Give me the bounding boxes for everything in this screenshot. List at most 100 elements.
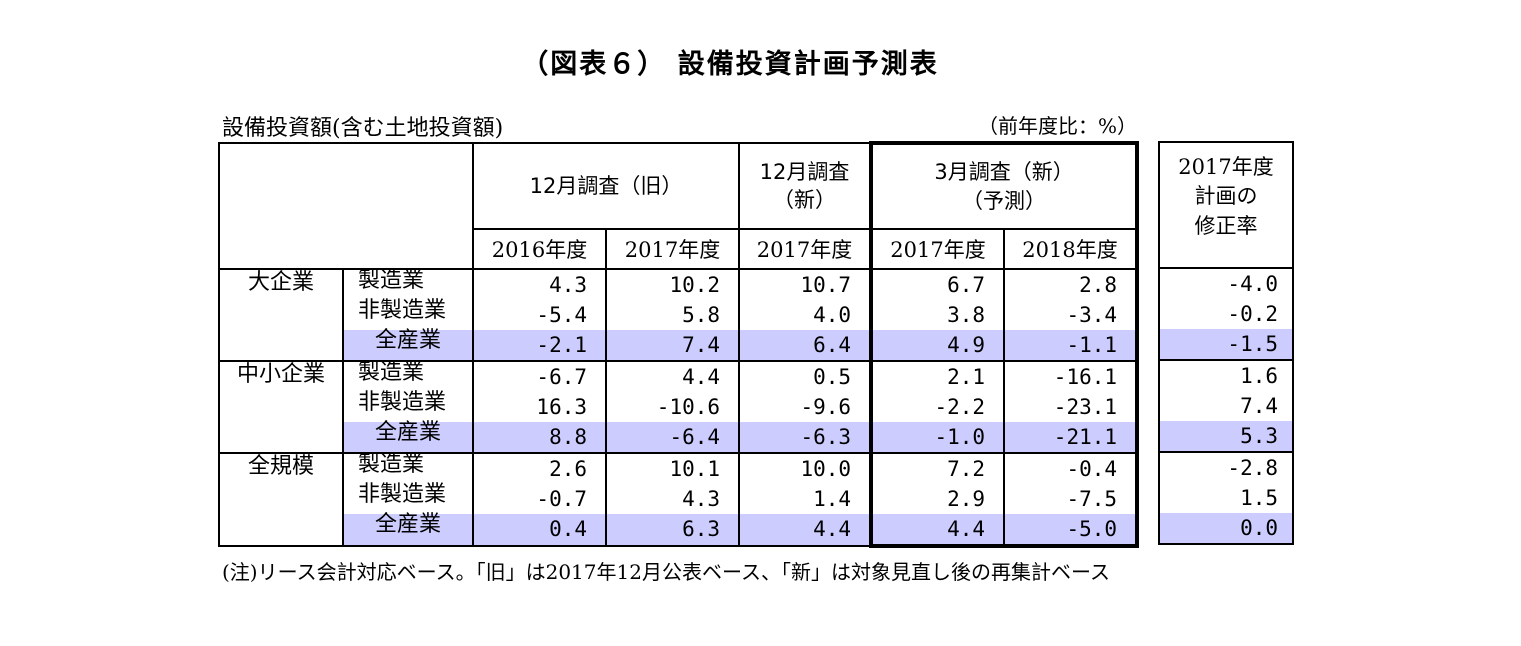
- group-label: 大企業: [218, 268, 344, 361]
- data-cell: -0.7: [472, 484, 607, 514]
- data-cell: -16.1: [1003, 360, 1140, 392]
- data-cell: 6.7: [869, 268, 1006, 300]
- header-revision-line3: 修正率: [1194, 213, 1258, 238]
- data-cell: 10.2: [604, 268, 741, 300]
- main-table: 12月調査（旧） 12月調査 （新） 3月調査（新） （予測） 2016年度 2…: [218, 141, 1140, 548]
- header-survey-march: 3月調査（新） （予測）: [869, 141, 1140, 230]
- table-row: 全産業 8.8 -6.4 -6.3 -1.0 -21.1: [219, 422, 1140, 453]
- group-label: 全規模: [218, 452, 344, 547]
- industry-label: 非製造業: [342, 392, 474, 422]
- revision-cell: -4.0: [1158, 267, 1294, 299]
- revision-cell: -0.2: [1158, 299, 1294, 329]
- header-survey-new-line1: 12月調査: [759, 159, 850, 184]
- revision-cell: 1.6: [1158, 359, 1294, 391]
- data-cell: -5.0: [1003, 514, 1140, 548]
- data-cell: 7.4: [604, 330, 741, 361]
- table-row: 全産業 0.4 6.3 4.4 4.4 -5.0: [219, 514, 1140, 548]
- data-cell: 1.4: [738, 484, 873, 514]
- data-cell: -2.1: [472, 330, 607, 361]
- data-cell: -6.4: [604, 422, 741, 453]
- data-cell: 16.3: [472, 392, 607, 422]
- table-row: 全産業 -2.1 7.4 6.4 4.9 -1.1: [219, 330, 1140, 361]
- data-cell: -9.6: [738, 392, 873, 422]
- header-revision-line1: 2017年度: [1178, 155, 1274, 179]
- revision-row: 5.3: [1158, 421, 1294, 452]
- revision-row: -2.8: [1158, 451, 1294, 483]
- unit-label: （前年度比：%）: [978, 114, 1138, 138]
- data-cell: 8.8: [472, 422, 607, 453]
- header-survey-old: 12月調査（旧）: [471, 142, 741, 230]
- revision-row: 7.4: [1158, 391, 1294, 421]
- revision-cell: 1.5: [1158, 483, 1294, 513]
- data-cell: 10.7: [738, 268, 873, 300]
- data-cell: -6.3: [738, 422, 873, 453]
- revision-cell: 0.0: [1158, 513, 1294, 545]
- data-cell: -1.1: [1003, 330, 1140, 361]
- industry-label: 製造業: [342, 360, 474, 392]
- industry-label: 全産業: [342, 514, 474, 547]
- header-survey-march-line1: 3月調査（新）: [934, 160, 1074, 185]
- data-cell: 6.3: [604, 514, 741, 547]
- data-cell: -1.0: [869, 422, 1006, 453]
- revision-table: 2017年度 計画の 修正率 -4.0 -0.2 -1.5 1.6 7.4 5.3 -2.8…: [1158, 141, 1294, 545]
- data-cell: -21.1: [1003, 422, 1140, 453]
- revision-row: 1.5: [1158, 483, 1294, 513]
- data-cell: 4.4: [604, 360, 741, 392]
- year-header: 2017年度: [604, 228, 741, 270]
- table-row: 全規模 製造業 2.6 10.1 10.0 7.2 -0.4: [218, 452, 1140, 547]
- data-cell: 6.4: [738, 330, 873, 361]
- data-cell: 0.5: [738, 360, 873, 392]
- year-header: 2018年度: [1003, 228, 1140, 270]
- data-cell: 3.8: [869, 300, 1006, 330]
- industry-label: 全産業: [342, 422, 474, 453]
- revision-row: 0.0: [1158, 513, 1294, 545]
- footnote: (注)リース会計対応ベース。「旧」は2017年12月公表ベース、「新」は対象見直…: [222, 560, 1110, 584]
- header-revision: 2017年度 計画の 修正率: [1158, 141, 1294, 269]
- table-row: 非製造業 16.3 -10.6 -9.6 -2.2 -23.1: [219, 392, 1140, 422]
- data-cell: 7.2: [869, 452, 1006, 484]
- data-cell: 10.1: [604, 452, 741, 484]
- data-cell: -2.2: [869, 392, 1006, 422]
- data-cell: 4.3: [472, 268, 607, 300]
- table-row: 非製造業 -0.7 4.3 1.4 2.9 -7.5: [219, 484, 1140, 514]
- header-survey-new-line2: （新）: [773, 188, 837, 212]
- industry-label: 非製造業: [342, 300, 474, 330]
- data-cell: 2.6: [472, 452, 607, 484]
- data-cell: 2.1: [869, 360, 1006, 392]
- header-survey-new: 12月調査 （新）: [738, 142, 873, 230]
- data-cell: 5.8: [604, 300, 741, 330]
- data-cell: 4.0: [738, 300, 873, 330]
- group-label: 中小企業: [218, 360, 344, 453]
- revision-row: -1.5: [1158, 329, 1294, 360]
- table-row: 大企業 製造業 4.3 10.2 10.7 6.7 2.8: [218, 268, 1140, 361]
- data-cell: -6.7: [472, 360, 607, 392]
- page-title: （図表６） 設備投資計画予測表: [521, 49, 939, 80]
- data-cell: 0.4: [472, 514, 607, 547]
- data-cell: 2.9: [869, 484, 1006, 514]
- data-cell: 4.3: [604, 484, 741, 514]
- industry-label: 全産業: [342, 330, 474, 361]
- revision-cell: -2.8: [1158, 451, 1294, 483]
- revision-cell: 5.3: [1158, 421, 1294, 452]
- revision-row: 1.6: [1158, 359, 1294, 391]
- data-cell: -10.6: [604, 392, 741, 422]
- industry-label: 非製造業: [342, 484, 474, 514]
- revision-cell: 7.4: [1158, 391, 1294, 421]
- data-cell: -3.4: [1003, 300, 1140, 330]
- revision-row: -0.2: [1158, 299, 1294, 329]
- year-header: 2017年度: [869, 228, 1006, 270]
- table-row: 中小企業 製造業 -6.7 4.4 0.5 2.1 -16.1: [218, 360, 1140, 453]
- data-cell: 2.8: [1003, 268, 1140, 300]
- table-row: 非製造業 -5.4 5.8 4.0 3.8 -3.4: [219, 300, 1140, 330]
- header-revision-line2: 計画の: [1194, 184, 1258, 209]
- data-cell: 10.0: [738, 452, 873, 484]
- industry-label: 製造業: [342, 268, 474, 300]
- data-cell: -5.4: [472, 300, 607, 330]
- header-survey-march-line2: （予測）: [962, 188, 1047, 213]
- data-cell: 4.9: [869, 330, 1006, 361]
- industry-label: 製造業: [342, 452, 474, 484]
- year-header: 2017年度: [738, 228, 873, 270]
- revision-cell: -1.5: [1158, 329, 1294, 360]
- table-subtitle: 設備投資額(含む土地投資額): [222, 116, 504, 141]
- revision-row: -4.0: [1158, 267, 1294, 299]
